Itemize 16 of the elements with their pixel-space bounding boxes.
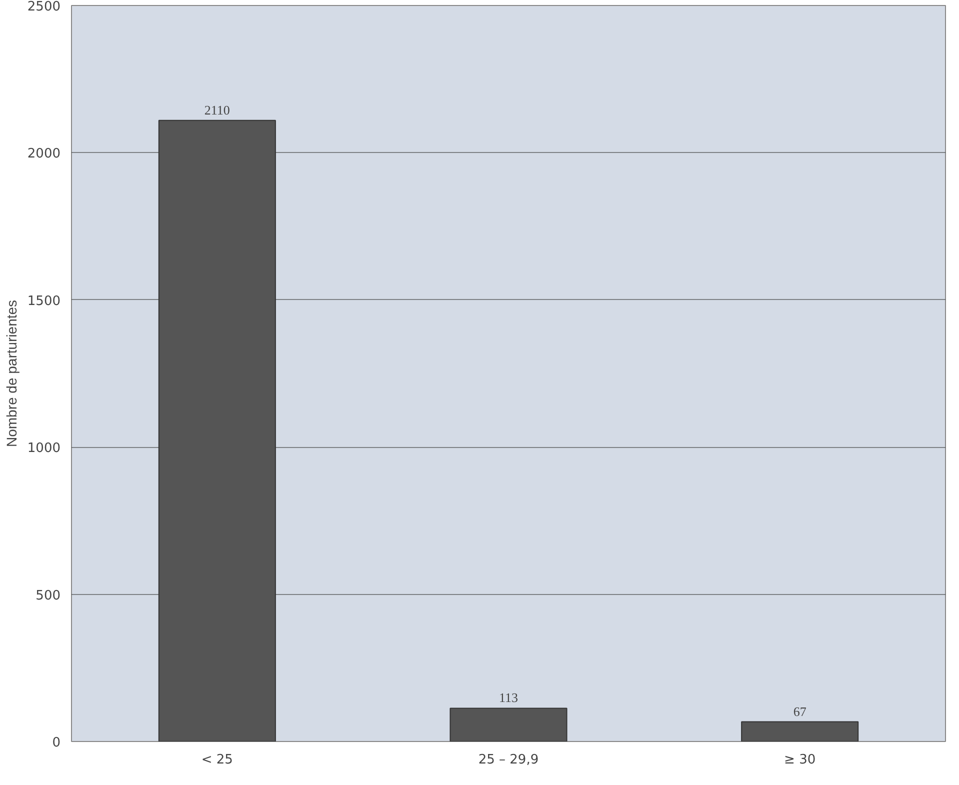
y-tick-label: 0 xyxy=(52,736,61,750)
x-tick-label: ≥ 30 xyxy=(784,752,816,768)
y-tick-label: 2500 xyxy=(27,0,61,14)
bar xyxy=(450,708,568,742)
data-label: 113 xyxy=(498,690,518,706)
y-tick-label: 2000 xyxy=(27,146,61,162)
data-label: 2110 xyxy=(204,102,230,118)
y-tick-label: 500 xyxy=(36,588,61,604)
y-tick-label: 1500 xyxy=(27,294,61,309)
y-tick-label: 1000 xyxy=(27,441,61,456)
x-tick-label: 25 – 29,9 xyxy=(478,752,539,768)
data-label: 67 xyxy=(793,704,807,719)
bar xyxy=(158,120,276,742)
y-axis-title: Nombre de parturientes xyxy=(3,300,20,448)
bar xyxy=(741,721,859,742)
x-tick-label: < 25 xyxy=(201,752,233,768)
